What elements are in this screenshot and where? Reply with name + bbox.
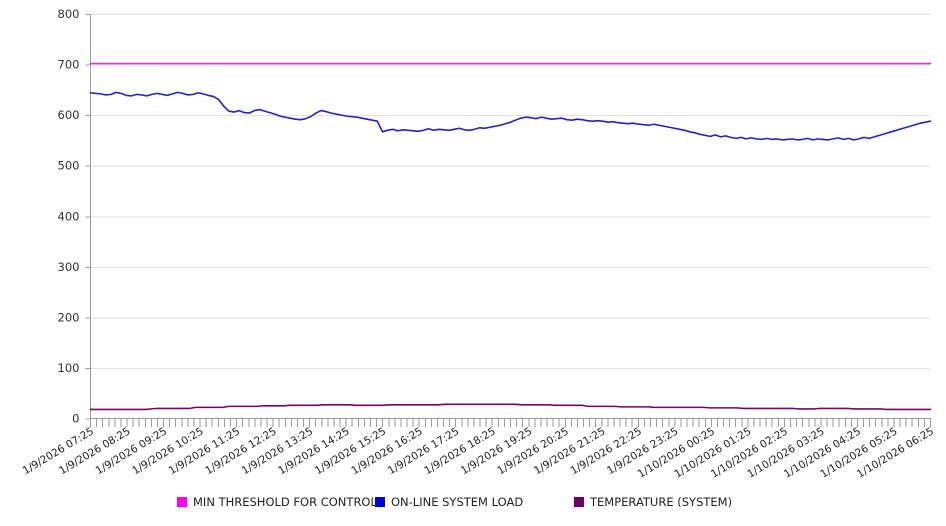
y-tick-label: 700 [58, 58, 80, 72]
y-tick-label: 0 [72, 412, 79, 426]
y-axis: 0 100 200 300 400 500 600 700 800 [58, 7, 91, 426]
y-tick-label: 100 [58, 361, 80, 375]
legend-label: ON-LINE SYSTEM LOAD [391, 495, 523, 509]
y-tick-label: 600 [58, 108, 80, 122]
y-tick-label: 200 [58, 310, 80, 324]
y-tick-label: 500 [58, 159, 80, 173]
legend-swatch [375, 497, 385, 507]
chart-legend: MIN THRESHOLD FOR CONTROL ON-LINE SYSTEM … [177, 495, 732, 509]
x-tick-labels: 1/9/2026 07:251/9/2026 08:251/9/2026 09:… [21, 425, 936, 480]
data-series-group [89, 62, 932, 411]
legend-label: TEMPERATURE (SYSTEM) [589, 495, 732, 509]
x-axis: 1/9/2026 07:251/9/2026 08:251/9/2026 09:… [21, 418, 936, 481]
y-tick-label: 800 [58, 7, 80, 21]
series-line [89, 91, 932, 141]
x-minor-ticks [90, 419, 931, 427]
legend-label: MIN THRESHOLD FOR CONTROL [193, 495, 377, 509]
legend-swatch [574, 497, 584, 507]
gridlines [90, 14, 931, 369]
y-tick-labels: 0 100 200 300 400 500 600 700 800 [58, 7, 91, 426]
legend-swatch [177, 497, 187, 507]
series-line [89, 403, 932, 411]
y-tick-label: 400 [58, 209, 80, 223]
y-tick-label: 300 [58, 260, 80, 274]
